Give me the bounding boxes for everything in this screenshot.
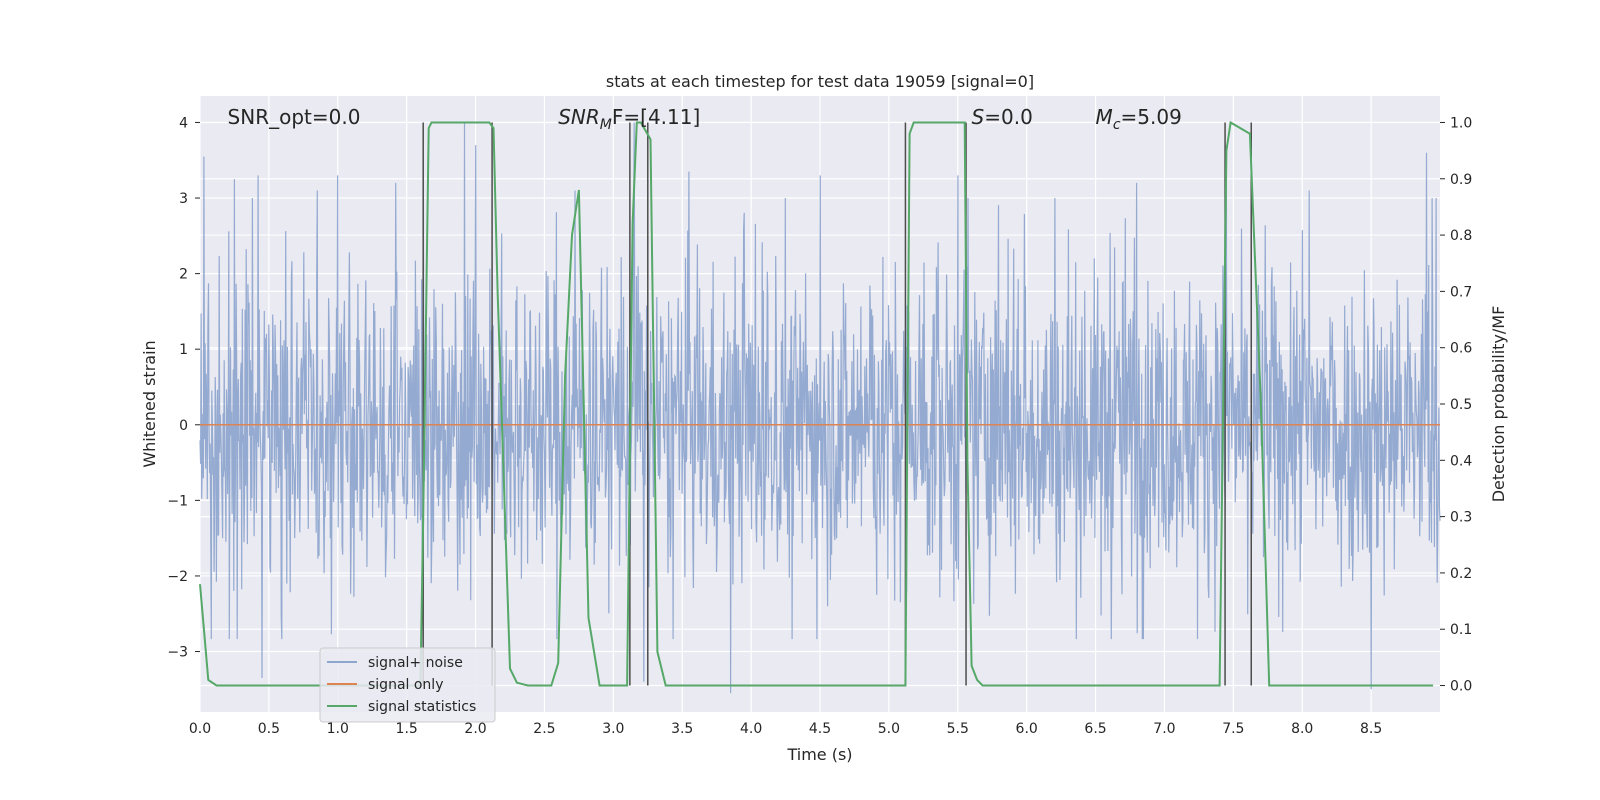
x-tick-label: 6.0 [1016,721,1038,737]
x-tick-label: 0.0 [189,721,211,737]
legend-label-noise: signal+ noise [368,655,463,671]
y-tick-label-right: 0.4 [1450,453,1472,469]
x-tick-label: 3.0 [602,721,624,737]
x-tick-label: 5.5 [947,721,969,737]
x-tick-label: 4.5 [809,721,831,737]
y-tick-label-right: 0.2 [1450,566,1472,582]
y-axis-ticks-right: 0.0 0.1 0.2 0.3 0.4 0.5 0.6 0.7 0.8 0.9 1.0 [1440,115,1472,695]
x-tick-label: 5.0 [878,721,900,737]
annotation: SNRMF=[4.11] [558,105,700,133]
legend-label-stats: signal statistics [368,699,476,715]
x-tick-label: 0.5 [258,721,280,737]
noise-trace [199,122,1441,694]
chart-title: stats at each timestep for test data 190… [606,72,1034,91]
annotation: S=0.0 [972,105,1033,129]
stats-series [199,120,1434,687]
y-tick-label-right: 0.9 [1450,172,1472,188]
x-axis-ticks: 0.0 0.5 1.0 1.5 2.0 2.5 3.0 3.5 4.0 4.5 5.0 5.5 6.0 6… [189,721,1382,737]
x-tick-label: 2.5 [533,721,555,737]
x-tick-label: 7.5 [1222,721,1244,737]
y-axis-ticks-left: −3 −2 −1 0 1 2 3 4 [167,115,200,661]
x-tick-label: 6.5 [1084,721,1106,737]
annotation: SNR_opt=0.0 [228,105,361,129]
x-axis-label: Time (s) [786,745,852,764]
y-tick-label: 2 [179,267,188,283]
annotation: Mc=5.09 [1096,105,1182,133]
y-axis-label-left: Whitened strain [140,340,159,467]
y-tick-label: 0 [179,418,188,434]
stats-trace [199,120,1434,687]
x-tick-label: 3.5 [671,721,693,737]
y-axis-label-right: Detection probability/MF [1489,306,1508,503]
y-tick-label-right: 0.6 [1450,341,1472,357]
x-tick-label: 7.0 [1153,721,1175,737]
x-tick-label: 2.0 [464,721,486,737]
x-tick-label: 8.5 [1360,721,1382,737]
y-tick-label: −2 [167,569,188,585]
y-tick-label-right: 0.8 [1450,228,1472,244]
x-tick-label: 8.0 [1291,721,1313,737]
y-tick-label-right: 0.1 [1450,622,1472,638]
noise-series [199,122,1441,694]
y-tick-label: 1 [179,342,188,358]
y-tick-label-right: 0.7 [1450,284,1472,300]
x-tick-label: 1.5 [396,721,418,737]
legend-box [319,647,496,723]
annotations: SNR_opt=0.0 SNRMF=[4.11] S=0.0 Mc=5.09 [228,105,1182,133]
legend: signal+ noise signal only signal statist… [319,647,496,723]
y-tick-label-right: 0.3 [1450,510,1472,526]
legend-label-signal: signal only [368,677,443,693]
y-tick-label: 4 [179,115,188,131]
y-tick-label: −1 [167,493,188,509]
y-tick-label-right: 1.0 [1450,115,1472,131]
y-tick-label-right: 0.5 [1450,397,1472,413]
x-tick-label: 1.0 [327,721,349,737]
y-tick-label: 3 [179,191,188,207]
y-tick-label: −3 [167,645,188,661]
y-tick-label-right: 0.0 [1450,679,1472,695]
x-tick-label: 4.0 [740,721,762,737]
